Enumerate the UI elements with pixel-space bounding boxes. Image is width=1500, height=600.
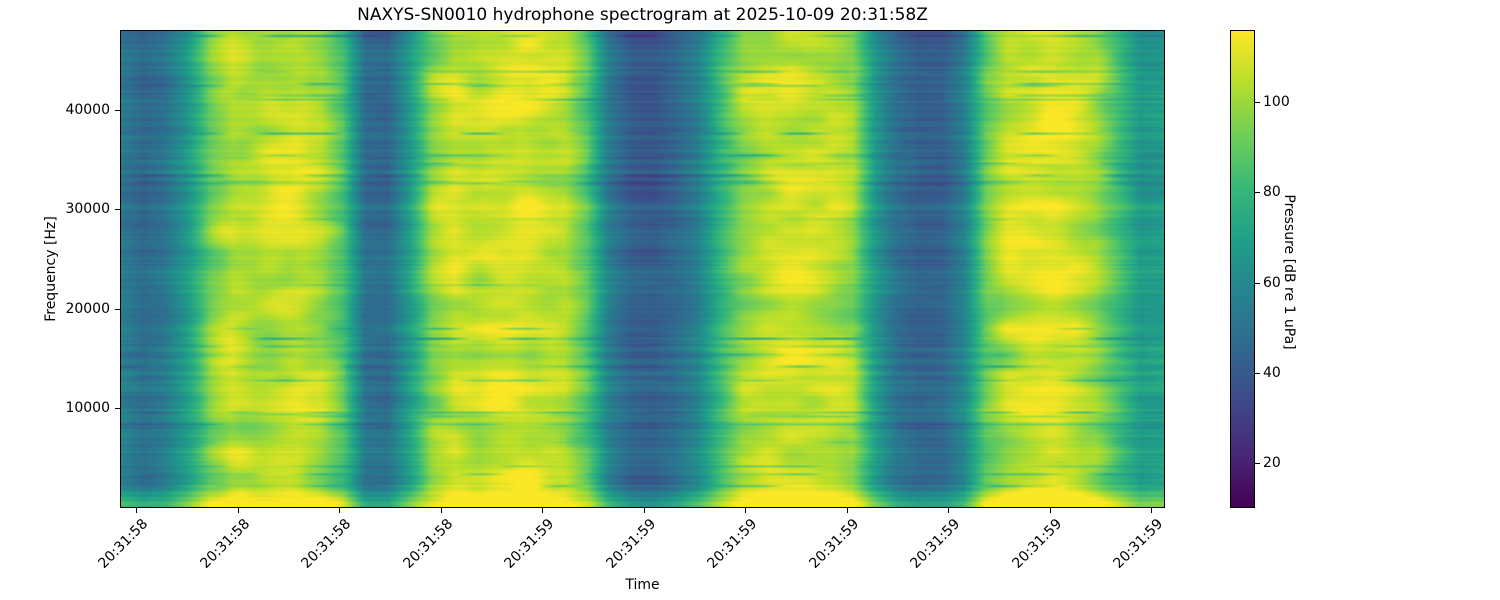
colorbar-tick	[1255, 462, 1260, 464]
x-tick	[745, 508, 746, 513]
x-tick	[136, 508, 137, 513]
x-tick	[948, 508, 949, 513]
y-tick-label: 30000	[65, 201, 110, 218]
colorbar-tick	[1255, 282, 1260, 284]
colorbar-tick-label: 20	[1263, 454, 1281, 471]
x-tick-label: 20:31:59	[806, 516, 862, 572]
y-tick	[115, 209, 120, 211]
x-tick-label: 20:31:58	[400, 516, 456, 572]
y-tick	[115, 308, 120, 310]
spectrogram-heatmap[interactable]	[121, 31, 1164, 507]
x-tick-label: 20:31:59	[907, 516, 964, 572]
x-tick	[846, 508, 848, 513]
x-tick	[643, 508, 645, 513]
chart-title: NAXYS-SN0010 hydrophone spectrogram at 2…	[357, 5, 928, 25]
x-tick	[237, 508, 239, 513]
colorbar-tick	[1255, 372, 1260, 374]
x-tick-label: 20:31:59	[603, 516, 659, 572]
x-tick	[440, 508, 442, 513]
plot-area[interactable]	[120, 30, 1165, 508]
colorbar-tick-label: 80	[1263, 184, 1281, 201]
y-tick-label: 20000	[65, 300, 110, 317]
y-tick-label: 40000	[65, 101, 110, 118]
x-tick	[542, 508, 543, 513]
colorbar-tick	[1255, 102, 1260, 104]
colorbar-tick-label: 100	[1263, 94, 1290, 111]
x-tick-label: 20:31:59	[1009, 516, 1065, 572]
y-tick-label: 10000	[65, 400, 110, 417]
x-axis-label: Time	[625, 577, 660, 593]
x-tick-label: 20:31:59	[704, 516, 761, 572]
colorbar	[1230, 30, 1255, 508]
x-tick	[339, 508, 340, 513]
colorbar-tick-label: 40	[1263, 364, 1281, 381]
x-tick-label: 20:31:58	[95, 516, 152, 572]
y-tick	[115, 408, 120, 410]
x-tick-label: 20:31:59	[1110, 516, 1167, 572]
colorbar-label: Pressure [dB re 1 uPa]	[1281, 194, 1297, 350]
x-tick-label: 20:31:58	[298, 516, 355, 572]
colorbar-tick-label: 60	[1263, 274, 1281, 291]
x-tick-label: 20:31:59	[501, 516, 558, 572]
colorbar-tick	[1255, 192, 1260, 194]
x-tick	[1049, 508, 1051, 513]
y-tick	[115, 109, 120, 111]
x-tick	[1151, 508, 1152, 513]
x-tick-label: 20:31:58	[197, 516, 253, 572]
